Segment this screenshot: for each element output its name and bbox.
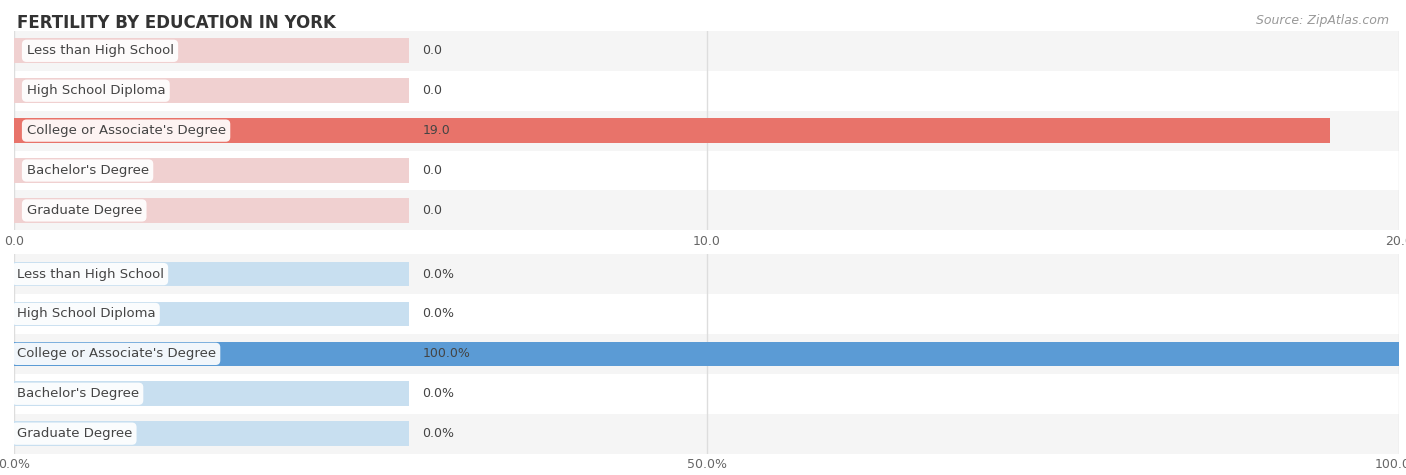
Bar — [14, 334, 1399, 374]
Bar — [14, 111, 1399, 151]
Bar — [14, 421, 409, 446]
Text: 0.0: 0.0 — [423, 44, 443, 57]
Text: College or Associate's Degree: College or Associate's Degree — [17, 347, 215, 361]
Text: 19.0: 19.0 — [423, 124, 450, 137]
Bar — [14, 342, 409, 366]
Bar — [14, 198, 409, 223]
Bar — [14, 38, 409, 63]
Bar — [14, 71, 1399, 111]
Text: Bachelor's Degree: Bachelor's Degree — [17, 387, 139, 400]
Bar — [14, 31, 1399, 71]
Text: Source: ZipAtlas.com: Source: ZipAtlas.com — [1256, 14, 1389, 27]
Bar — [14, 118, 1330, 143]
Text: College or Associate's Degree: College or Associate's Degree — [27, 124, 225, 137]
Bar — [14, 158, 409, 183]
Bar — [14, 78, 409, 103]
Bar — [14, 190, 1399, 230]
Bar — [14, 414, 1399, 454]
Bar — [14, 254, 1399, 294]
Text: 0.0: 0.0 — [423, 164, 443, 177]
Text: 100.0%: 100.0% — [423, 347, 471, 361]
Text: Graduate Degree: Graduate Degree — [17, 427, 132, 440]
Text: 0.0%: 0.0% — [423, 267, 454, 281]
Text: High School Diploma: High School Diploma — [17, 307, 155, 321]
Text: Less than High School: Less than High School — [27, 44, 173, 57]
Bar — [14, 381, 409, 406]
Text: 0.0: 0.0 — [423, 204, 443, 217]
Text: High School Diploma: High School Diploma — [27, 84, 165, 97]
Text: Graduate Degree: Graduate Degree — [27, 204, 142, 217]
Text: 0.0%: 0.0% — [423, 387, 454, 400]
Text: 0.0%: 0.0% — [423, 307, 454, 321]
Bar — [14, 374, 1399, 414]
Text: Bachelor's Degree: Bachelor's Degree — [27, 164, 149, 177]
Bar — [14, 302, 409, 326]
Bar — [14, 151, 1399, 190]
Bar — [14, 118, 409, 143]
Text: 0.0%: 0.0% — [423, 427, 454, 440]
Bar — [14, 342, 1399, 366]
Bar — [14, 294, 1399, 334]
Text: 0.0: 0.0 — [423, 84, 443, 97]
Bar — [14, 262, 409, 286]
Text: FERTILITY BY EDUCATION IN YORK: FERTILITY BY EDUCATION IN YORK — [17, 14, 336, 32]
Text: Less than High School: Less than High School — [17, 267, 163, 281]
